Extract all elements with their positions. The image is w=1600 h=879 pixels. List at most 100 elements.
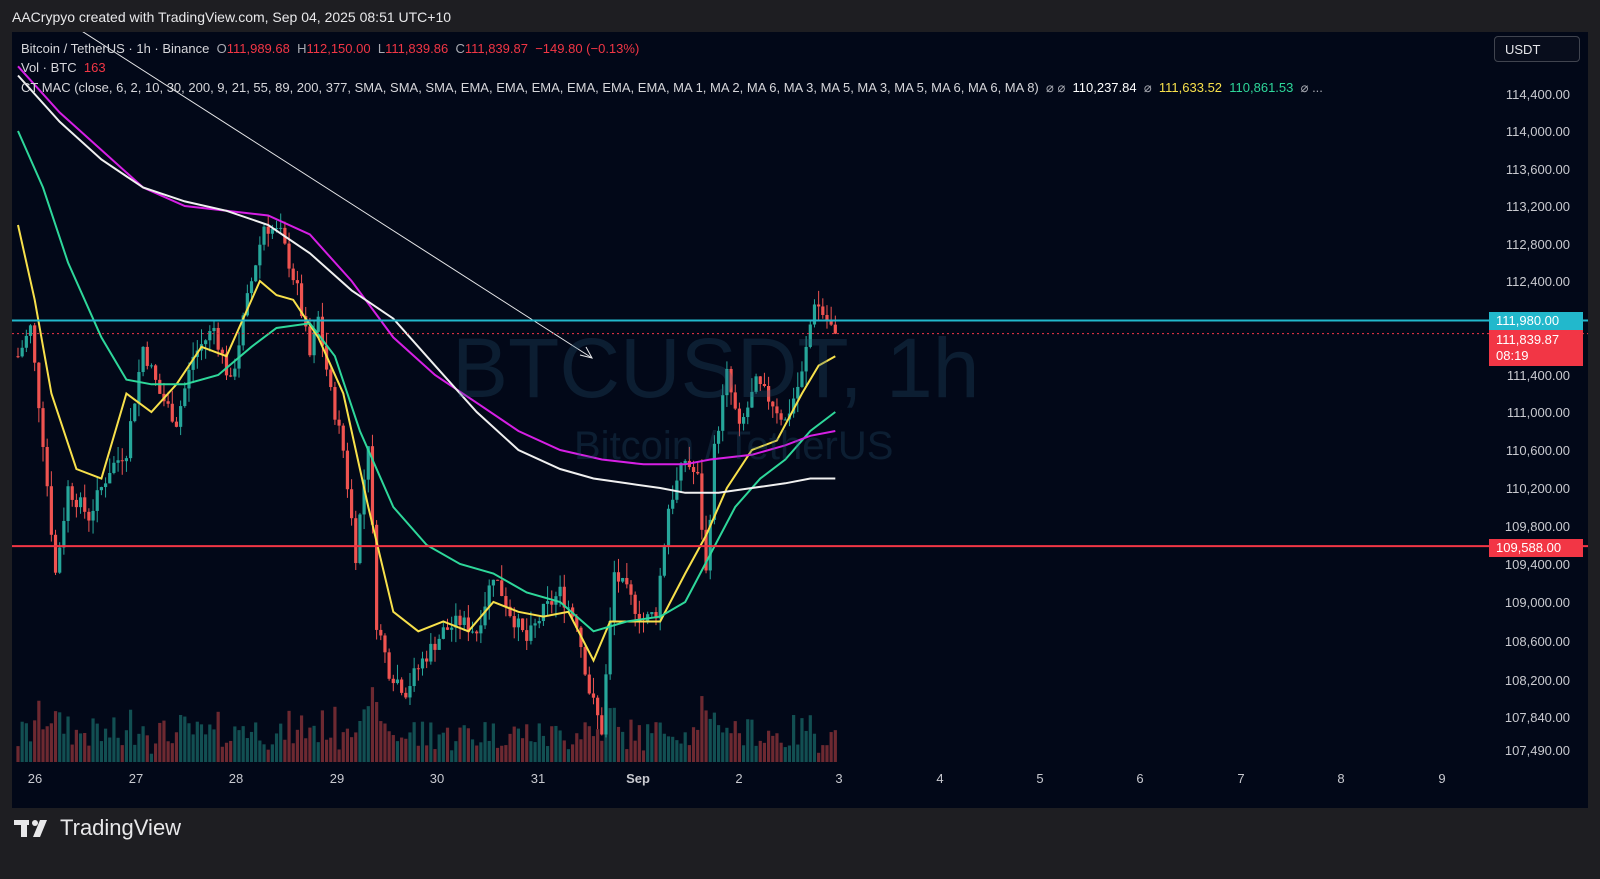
candle-body	[633, 594, 637, 614]
candle-body	[16, 356, 20, 358]
candle-body	[775, 406, 779, 414]
volume-bar	[70, 744, 74, 762]
volume-bar	[733, 721, 737, 762]
volume-bar	[387, 731, 391, 762]
candle-body	[49, 486, 53, 535]
volume-bar	[87, 745, 91, 762]
symbol-watermark: BTCUSDT, 1h	[452, 321, 980, 415]
candle-body	[174, 421, 179, 427]
candle-body	[525, 630, 529, 641]
volume-bar	[554, 725, 558, 762]
candle-body	[395, 679, 400, 684]
candle-body	[512, 616, 516, 628]
volume-bar	[558, 730, 562, 762]
candle-body	[621, 577, 625, 582]
price-chart[interactable]: 114,400.00 114,000.00 113,600.00 113,200.00…	[12, 32, 1588, 808]
y-tick-label: 111,400.00	[1507, 368, 1570, 383]
x-tick-label: 31	[531, 771, 545, 786]
volume-bar	[341, 732, 345, 762]
volume-bar	[679, 743, 683, 762]
low-value: 111,839.86	[385, 41, 449, 56]
candle-body	[800, 371, 804, 387]
candle-body	[445, 627, 450, 630]
volume-bar	[124, 730, 129, 762]
volume-bar	[299, 715, 304, 762]
volume-bar	[249, 731, 254, 762]
y-tick-label: 113,200.00	[1506, 199, 1570, 214]
volume-bar	[612, 707, 616, 762]
volume-bar	[700, 696, 704, 762]
candle-body	[249, 281, 254, 294]
candle-body	[254, 265, 258, 282]
volume-bar	[566, 749, 571, 762]
volume-bar	[541, 735, 546, 762]
candle-body	[408, 686, 412, 698]
volume-bar	[274, 733, 279, 762]
volume-bar	[508, 733, 512, 762]
volume-bar	[16, 746, 20, 762]
x-tick-label: Sep	[626, 771, 650, 786]
volume-bar	[583, 722, 587, 762]
candle-body	[187, 369, 191, 389]
candle-body	[170, 403, 174, 422]
volume-bar	[400, 737, 404, 762]
volume-bar	[475, 745, 479, 762]
candle-body	[370, 446, 375, 525]
volume-bar	[174, 732, 179, 762]
chart-frame[interactable]: 114,400.00 114,000.00 113,600.00 113,200.00…	[12, 32, 1588, 808]
x-tick-label: 7	[1237, 771, 1244, 786]
candle-body	[829, 320, 833, 325]
candle-body	[166, 401, 170, 404]
candle-body	[750, 391, 754, 408]
volume-bar	[741, 745, 746, 762]
volume-bar	[696, 729, 700, 762]
volume-bar	[270, 744, 274, 762]
y-tick-label: 114,000.00	[1506, 124, 1570, 139]
candle-body	[262, 226, 266, 245]
candle-body	[612, 572, 616, 622]
candle-body	[404, 692, 408, 698]
candle-body	[441, 627, 445, 639]
candle-body	[141, 346, 145, 373]
resistance-price-tag: 111,980.00	[1489, 312, 1583, 330]
volume-bar	[320, 710, 325, 762]
volume-bar	[504, 745, 508, 762]
candle-body	[358, 514, 362, 564]
candle-body	[258, 244, 262, 266]
x-tick-label: 29	[330, 771, 344, 786]
candle-body	[600, 715, 604, 735]
indicator-label[interactable]: CT MAC (close, 6, 2, 10, 30, 200, 9, 21,…	[21, 80, 1039, 95]
volume-label[interactable]: Vol · BTC	[21, 60, 77, 75]
x-tick-label: 8	[1337, 771, 1344, 786]
candle-body	[224, 353, 229, 376]
support-price-tag: 109,588.00	[1489, 539, 1583, 557]
volume-bar	[395, 741, 400, 762]
volume-bar	[596, 729, 600, 762]
candle-body	[479, 625, 483, 634]
volume-bar	[712, 712, 716, 762]
indicator-legend: CT MAC (close, 6, 2, 10, 30, 200, 9, 21,…	[21, 80, 1323, 95]
candle-body	[725, 368, 729, 396]
volume-bar	[28, 741, 33, 762]
volume-bar	[462, 725, 466, 762]
tradingview-logo[interactable]: TradingView	[14, 815, 181, 841]
volume-bar	[658, 722, 662, 762]
volume-bar	[529, 741, 533, 762]
volume-bar	[362, 709, 366, 762]
currency-selector[interactable]: USDT	[1494, 36, 1580, 62]
volume-bar	[37, 700, 41, 762]
symbol-name[interactable]: Bitcoin / TetherUS · 1h · Binance	[21, 41, 210, 56]
candle-body	[729, 368, 733, 393]
candle-body	[833, 324, 837, 334]
candle-body	[758, 376, 762, 385]
bar-countdown: 08:19	[1496, 348, 1529, 363]
volume-bar	[58, 712, 62, 762]
volume-bar	[404, 738, 408, 762]
candle-body	[379, 629, 383, 636]
volume-bar	[691, 727, 696, 762]
volume-bar	[796, 744, 800, 762]
volume-bar	[112, 717, 116, 762]
volume-bar	[24, 723, 28, 762]
volume-bar	[771, 735, 775, 762]
volume-bar	[179, 714, 183, 762]
